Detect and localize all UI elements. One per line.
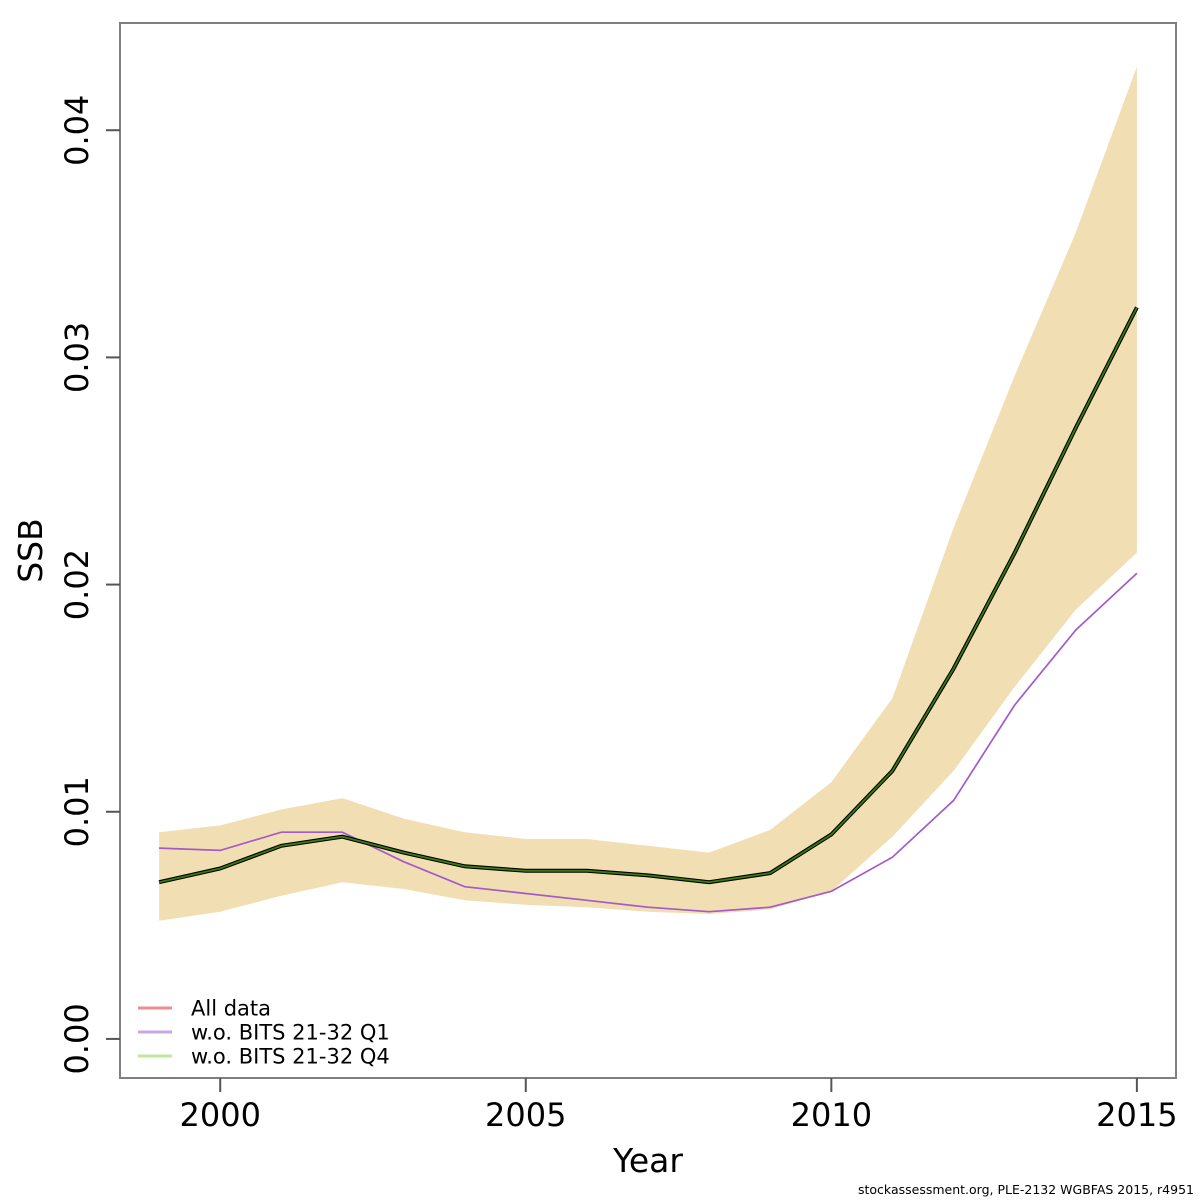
x-axis: 2000 2005 2010 2015 [180,1078,1178,1134]
y-axis-title: SSB [11,518,50,583]
x-tick-label: 2015 [1096,1096,1177,1134]
x-axis-title: Year [612,1141,683,1180]
legend-label: w.o. BITS 21-32 Q1 [191,1021,390,1045]
legend-item: w.o. BITS 21-32 Q4 [138,1045,390,1069]
y-axis: 0.00 0.01 0.02 0.03 0.04 [58,95,120,1075]
wo-bits-21-32-q4-line [158,306,1138,884]
x-tick-label: 2000 [180,1096,261,1134]
x-tick-label: 2010 [791,1096,872,1134]
x-tick-label: 2005 [485,1096,566,1134]
y-tick-label: 0.02 [58,549,96,620]
confidence-band [159,66,1137,921]
attribution-text: stockassessment.org, PLE-2132 WGBFAS 201… [858,1182,1194,1197]
y-tick-label: 0.00 [58,1003,96,1074]
y-tick-label: 0.03 [58,322,96,393]
y-tick-label: 0.01 [58,776,96,847]
plot-border [119,22,1177,1079]
legend-item: w.o. BITS 21-32 Q1 [138,1021,390,1045]
legend-item: All data [138,997,271,1021]
y-tick-label: 0.04 [58,95,96,166]
legend-label: All data [191,997,271,1021]
legend-label: w.o. BITS 21-32 Q4 [191,1045,390,1069]
wo-bits-21-32-q1-line [159,572,1138,913]
